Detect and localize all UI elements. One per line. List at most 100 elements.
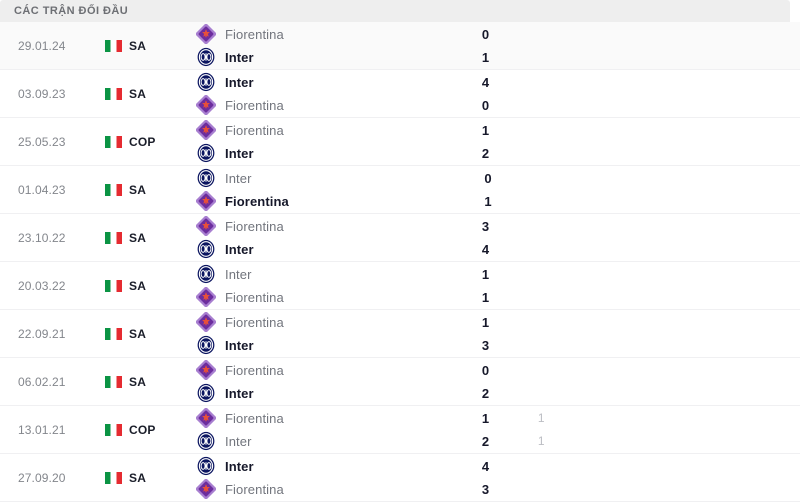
fiorentina-crest-icon xyxy=(196,287,216,307)
score-line-away: 2 xyxy=(482,382,602,404)
team-name: Inter xyxy=(225,266,252,282)
score-line-away: 1 xyxy=(482,286,602,308)
score-value: 3 xyxy=(481,218,490,234)
inter-crest-icon xyxy=(196,456,216,476)
teams-cell: Fiorentina Inter xyxy=(196,358,482,405)
score-line-home: 4 xyxy=(482,71,602,93)
row-spacer xyxy=(602,358,800,405)
competition-cell: SA xyxy=(105,358,196,405)
row-spacer xyxy=(604,166,800,213)
team-name: Inter xyxy=(225,145,254,161)
team-line-home: Inter xyxy=(196,455,482,477)
teams-cell: Fiorentina Inter xyxy=(196,22,482,69)
team-name: Inter xyxy=(225,385,254,401)
match-row[interactable]: 03.09.23 SA Inter Fiorentina 4 0 xyxy=(0,70,800,118)
team-line-away: Inter xyxy=(196,334,482,356)
team-name: Inter xyxy=(225,241,254,257)
team-name: Inter xyxy=(225,458,254,474)
fiorentina-crest-icon xyxy=(196,479,216,499)
team-line-home: Fiorentina xyxy=(196,215,482,237)
inter-crest-icon xyxy=(196,383,216,403)
fiorentina-crest-icon xyxy=(196,216,216,236)
team-name: Fiorentina xyxy=(225,26,284,42)
match-row[interactable]: 29.01.24 SA Fiorentina Inter 0 1 xyxy=(0,22,800,70)
score-value: 4 xyxy=(481,74,490,90)
match-row[interactable]: 23.10.22 SA Fiorentina Inter 3 4 xyxy=(0,214,800,262)
italy-flag-icon xyxy=(105,423,122,436)
competition-cell: SA xyxy=(105,454,196,501)
match-date: 22.09.21 xyxy=(18,326,66,341)
competition-code: COP xyxy=(129,134,156,149)
row-spacer xyxy=(602,22,800,69)
score-line-away: 3 xyxy=(482,334,602,356)
teams-cell: Fiorentina Inter xyxy=(196,406,482,453)
score-value: 2 xyxy=(481,433,490,449)
score-value: 1 xyxy=(481,122,490,138)
match-date: 29.01.24 xyxy=(18,38,66,53)
competition-cell: SA xyxy=(105,214,196,261)
team-name: Fiorentina xyxy=(225,193,289,209)
secondary-score-value: 1 xyxy=(537,411,545,425)
fiorentina-crest-icon xyxy=(196,408,216,428)
row-spacer xyxy=(602,310,800,357)
score-line-home: 0 xyxy=(484,167,604,189)
match-row[interactable]: 01.04.23 SA Inter Fiorentina 0 1 xyxy=(0,166,800,214)
match-row[interactable]: 27.09.20 SA Inter Fiorentina 4 3 xyxy=(0,454,800,502)
fiorentina-crest-icon xyxy=(196,360,216,380)
score-value: 3 xyxy=(481,481,490,497)
team-line-home: Inter xyxy=(196,71,482,93)
match-row[interactable]: 06.02.21 SA Fiorentina Inter 0 2 xyxy=(0,358,800,406)
row-spacer xyxy=(602,70,800,117)
score-value: 4 xyxy=(481,458,490,474)
score-line-away: 0 xyxy=(482,94,602,116)
team-name: Fiorentina xyxy=(225,122,284,138)
competition-cell: SA xyxy=(105,22,196,69)
team-line-away: Inter xyxy=(196,238,482,260)
teams-cell: Inter Fiorentina xyxy=(196,166,484,213)
competition-code: SA xyxy=(129,374,147,389)
score-line-away: 4 xyxy=(482,238,602,260)
competition-code: SA xyxy=(129,182,147,197)
italy-flag-icon xyxy=(105,375,122,388)
score-value: 0 xyxy=(481,97,490,113)
match-row[interactable]: 25.05.23 COP Fiorentina Inter 1 2 xyxy=(0,118,800,166)
italy-flag-icon xyxy=(105,87,122,100)
team-line-home: Fiorentina xyxy=(196,407,482,429)
match-row[interactable]: 13.01.21 COP Fiorentina Inter 1 1 2 1 xyxy=(0,406,800,454)
score-value: 1 xyxy=(481,266,490,282)
fiorentina-crest-icon xyxy=(196,120,216,140)
score-value: 1 xyxy=(481,289,490,305)
team-name: Fiorentina xyxy=(225,218,284,234)
score-line-home: 4 xyxy=(482,455,602,477)
score-line-away: 1 xyxy=(482,46,602,68)
score-value: 2 xyxy=(481,145,490,161)
score-value: 1 xyxy=(481,49,490,65)
panel-header: CÁC TRẬN ĐỐI ĐẦU xyxy=(0,0,790,22)
team-line-away: Inter xyxy=(196,430,482,452)
score-line-away: 2 xyxy=(482,142,602,164)
match-row[interactable]: 20.03.22 SA Inter Fiorentina 1 1 xyxy=(0,262,800,310)
score-value: 1 xyxy=(481,410,490,426)
fiorentina-crest-icon xyxy=(196,24,216,44)
team-line-away: Fiorentina xyxy=(196,478,482,500)
inter-crest-icon xyxy=(196,47,216,67)
inter-crest-icon xyxy=(196,264,216,284)
competition-code: SA xyxy=(129,326,147,341)
competition-code: SA xyxy=(129,230,147,245)
score-value: 1 xyxy=(484,193,492,209)
teams-cell: Inter Fiorentina xyxy=(196,262,482,309)
team-line-home: Inter xyxy=(196,263,482,285)
match-date: 06.02.21 xyxy=(18,374,66,389)
score-line-home: 0 xyxy=(482,359,602,381)
fiorentina-crest-icon xyxy=(196,191,216,211)
competition-code: COP xyxy=(129,422,156,437)
score-value: 4 xyxy=(481,241,490,257)
competition-cell: SA xyxy=(105,166,196,213)
row-spacer xyxy=(602,454,800,501)
row-spacer xyxy=(602,118,800,165)
match-row[interactable]: 22.09.21 SA Fiorentina Inter 1 3 xyxy=(0,310,800,358)
team-line-home: Inter xyxy=(196,167,484,189)
